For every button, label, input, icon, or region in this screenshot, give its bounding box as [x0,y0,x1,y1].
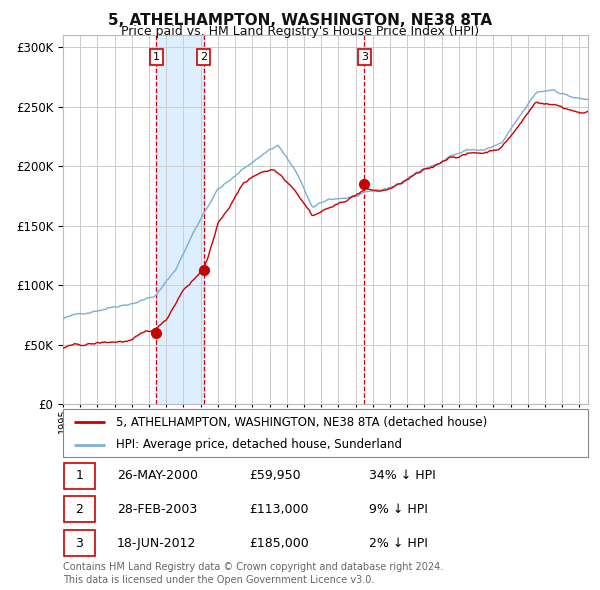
Text: 3: 3 [361,52,368,62]
Text: 5, ATHELHAMPTON, WASHINGTON, NE38 8TA (detached house): 5, ATHELHAMPTON, WASHINGTON, NE38 8TA (d… [115,416,487,429]
Text: 2% ↓ HPI: 2% ↓ HPI [369,536,428,550]
Text: 2: 2 [200,52,207,62]
Text: 5, ATHELHAMPTON, WASHINGTON, NE38 8TA: 5, ATHELHAMPTON, WASHINGTON, NE38 8TA [108,13,492,28]
FancyBboxPatch shape [64,463,95,489]
Text: This data is licensed under the Open Government Licence v3.0.: This data is licensed under the Open Gov… [63,575,374,585]
Text: £59,950: £59,950 [249,469,301,483]
FancyBboxPatch shape [64,530,95,556]
Text: 9% ↓ HPI: 9% ↓ HPI [369,503,428,516]
Text: 3: 3 [76,536,83,550]
Text: 1: 1 [76,469,83,483]
Text: 26-MAY-2000: 26-MAY-2000 [117,469,198,483]
Text: 18-JUN-2012: 18-JUN-2012 [117,536,196,550]
Text: HPI: Average price, detached house, Sunderland: HPI: Average price, detached house, Sund… [115,438,401,451]
Bar [156,35,203,404]
Text: Contains HM Land Registry data © Crown copyright and database right 2024.: Contains HM Land Registry data © Crown c… [63,562,443,572]
Text: 34% ↓ HPI: 34% ↓ HPI [369,469,436,483]
Text: Price paid vs. HM Land Registry's House Price Index (HPI): Price paid vs. HM Land Registry's House … [121,25,479,38]
Text: 1: 1 [153,52,160,62]
Text: £185,000: £185,000 [249,536,309,550]
Text: £113,000: £113,000 [249,503,308,516]
Text: 28-FEB-2003: 28-FEB-2003 [117,503,197,516]
FancyBboxPatch shape [63,409,588,457]
FancyBboxPatch shape [64,496,95,523]
Text: 2: 2 [76,503,83,516]
